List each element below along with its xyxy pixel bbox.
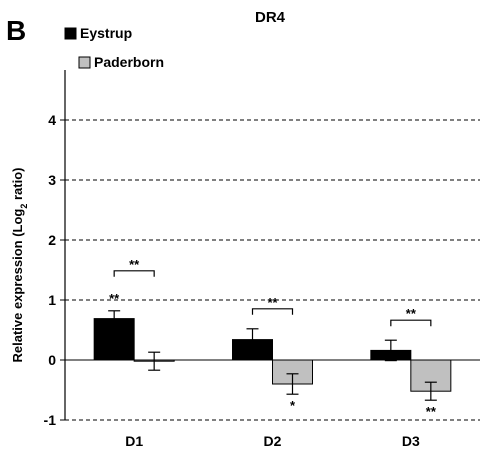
legend-label-paderborn: Paderborn	[94, 54, 164, 70]
y-axis-ticks: -1 0 1 2 3 4	[44, 112, 65, 428]
eystrup-significance-mark: **	[109, 291, 120, 306]
panel-label: B	[6, 15, 26, 46]
significance-annotations: **** *******	[109, 257, 437, 419]
y-axis-label: Relative expression (Log2 ratio)	[10, 167, 29, 362]
bar	[410, 359, 452, 392]
x-tick-label: D1	[125, 433, 143, 449]
legend-swatch-eystrup	[64, 27, 77, 40]
bracket-label: **	[406, 306, 417, 321]
y-tick-label: 1	[48, 292, 56, 308]
y-tick-label: 2	[48, 232, 56, 248]
significance-bracket	[113, 270, 155, 277]
x-axis-ticks: D1 D2 D3	[125, 433, 420, 449]
x-tick-label: D3	[402, 433, 420, 449]
gridlines	[65, 119, 480, 421]
paderborn-significance-mark: *	[290, 398, 296, 413]
legend-label-eystrup: Eystrup	[80, 25, 132, 41]
chart-title: DR4	[255, 9, 286, 26]
paderborn-significance-mark: **	[426, 404, 437, 419]
significance-bracket	[251, 308, 294, 315]
y-tick-label: 3	[48, 172, 56, 188]
legend-swatch-paderborn	[78, 56, 91, 69]
bracket-label: **	[267, 295, 278, 310]
bracket-label: **	[129, 257, 140, 272]
x-tick-label: D2	[264, 433, 282, 449]
legend: Eystrup Paderborn	[64, 25, 164, 70]
y-tick-label: 4	[48, 112, 56, 128]
bars	[93, 310, 452, 401]
y-tick-label: -1	[44, 412, 57, 428]
y-tick-label: 0	[48, 352, 56, 368]
significance-bracket	[390, 319, 432, 327]
